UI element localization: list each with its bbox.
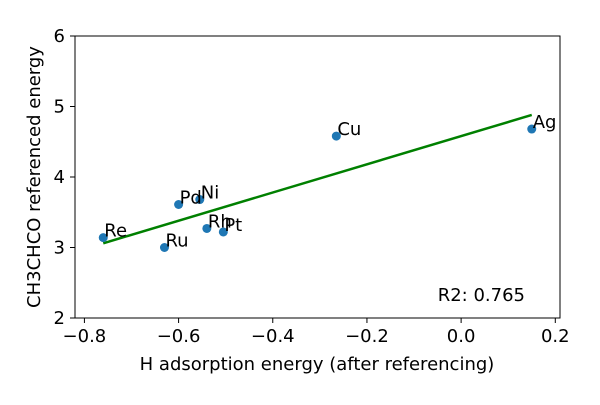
point-label-ru: Ru [165, 231, 188, 252]
y-tick-label: 3 [54, 238, 65, 259]
point-label-pt: Pt [224, 215, 242, 236]
fit-line [102, 113, 533, 245]
y-axis-label: CH3CHCO referenced energy [24, 46, 45, 308]
x-tick-label: 0.2 [541, 326, 570, 347]
data-point-ru [159, 243, 169, 252]
data-point-rh [202, 223, 212, 233]
y-tick-label: 5 [54, 97, 65, 118]
x-tick-label: −0.2 [345, 326, 389, 347]
axes: −0.8 −0.6 −0.4 −0.2 0.0 0.2 2 3 4 5 6 [54, 26, 570, 347]
annotation-r2: R2: 0.765 [438, 285, 525, 306]
x-tick-label: 0.0 [447, 326, 476, 347]
data-point-cu [331, 131, 341, 141]
point-label-re: Re [104, 221, 127, 242]
data-point-ni [195, 195, 205, 205]
y-tick-label: 6 [54, 26, 65, 47]
data-point-ag [527, 124, 537, 134]
point-label-ni: Ni [201, 183, 219, 204]
y-tick-label: 4 [54, 167, 65, 188]
x-tick-label: −0.8 [63, 326, 107, 347]
x-tick-label: −0.6 [157, 326, 201, 347]
data-point-pd [174, 199, 184, 209]
x-axis-label: H adsorption energy (after referencing) [140, 354, 495, 375]
x-tick-label: −0.4 [251, 326, 295, 347]
plot-frame [74, 35, 561, 319]
point-label-pd: Pd [180, 187, 202, 208]
data-point-pt [218, 227, 228, 237]
point-label-rh: Rh [208, 211, 232, 232]
data-point-re [98, 233, 108, 243]
point-label-ag: Ag [533, 112, 557, 133]
points-group [98, 124, 537, 252]
point-label-cu: Cu [337, 119, 361, 140]
y-tick-label: 2 [54, 308, 65, 329]
fit-line-group [102, 113, 533, 245]
